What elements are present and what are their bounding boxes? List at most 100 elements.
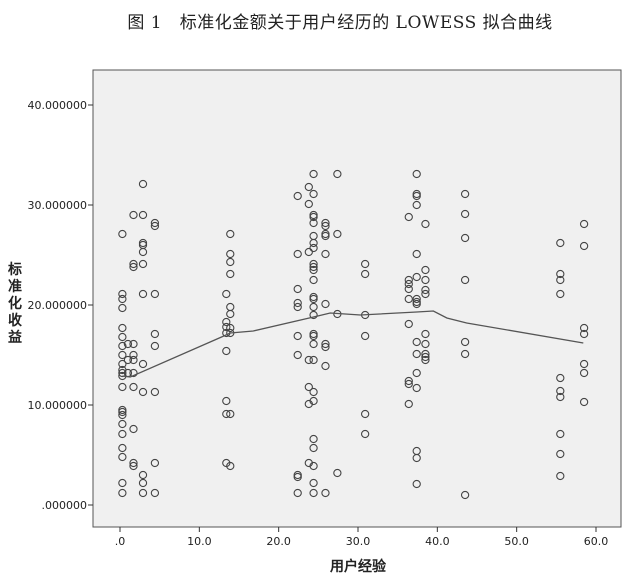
data-point — [412, 368, 421, 378]
data-point — [293, 284, 302, 294]
data-point — [138, 289, 148, 299]
data-point — [421, 285, 430, 295]
data-point — [460, 189, 470, 199]
data-point — [129, 461, 138, 471]
data-point — [460, 233, 470, 243]
data-point — [129, 259, 138, 269]
data-point — [360, 259, 370, 269]
data-point — [333, 468, 342, 478]
data-point — [321, 299, 330, 309]
data-point — [460, 337, 470, 347]
data-point — [360, 409, 370, 419]
data-point — [460, 349, 470, 359]
lowess-curve — [122, 310, 584, 378]
data-point — [421, 349, 430, 359]
data-point — [293, 249, 302, 259]
data-point — [309, 434, 318, 444]
data-point — [412, 249, 421, 259]
data-point — [556, 373, 565, 383]
data-point — [360, 429, 370, 439]
data-point — [118, 350, 127, 360]
data-point — [309, 294, 318, 304]
data-point — [309, 355, 318, 365]
data-point — [321, 361, 330, 371]
data-point — [293, 331, 302, 341]
data-point — [321, 339, 330, 349]
data-point — [579, 397, 589, 407]
data-point — [118, 229, 127, 239]
data-point — [412, 349, 421, 359]
data-point — [138, 247, 148, 257]
data-point — [309, 387, 318, 397]
data-point — [222, 409, 231, 419]
data-point — [293, 298, 302, 308]
data-point — [309, 396, 318, 406]
data-point — [118, 488, 127, 498]
data-point — [309, 302, 318, 312]
data-point — [226, 229, 235, 239]
y-tick-label: 30.000000 — [28, 199, 88, 212]
data-point — [421, 329, 430, 339]
data-point — [309, 310, 318, 320]
data-point — [150, 387, 160, 397]
data-point — [412, 337, 421, 347]
data-point — [222, 346, 231, 356]
data-point — [293, 191, 302, 201]
data-point — [226, 257, 235, 267]
data-point — [118, 289, 127, 299]
data-point — [321, 221, 330, 231]
plot-area — [92, 69, 622, 528]
data-point — [309, 238, 318, 248]
data-point — [321, 231, 330, 241]
data-point — [118, 478, 127, 488]
data-point — [309, 218, 318, 228]
data-point — [129, 262, 138, 272]
data-point — [129, 458, 138, 468]
data-point — [150, 289, 160, 299]
data-point — [421, 355, 430, 365]
data-point — [309, 169, 318, 179]
data-point — [123, 355, 133, 365]
data-point — [226, 461, 235, 471]
data-point — [138, 210, 148, 220]
data-point — [150, 218, 160, 228]
data-point — [309, 443, 318, 453]
y-axis-label: 标准化收益 — [8, 262, 22, 346]
data-point — [360, 269, 370, 279]
data-point — [118, 452, 127, 462]
data-point — [118, 303, 127, 313]
data-point — [118, 382, 127, 392]
data-point — [556, 449, 565, 459]
data-point — [404, 399, 413, 409]
data-point — [129, 210, 138, 220]
data-point — [222, 317, 231, 327]
data-point — [293, 302, 302, 312]
data-point — [226, 409, 235, 419]
data-point — [123, 339, 133, 349]
data-point — [138, 470, 148, 480]
data-point — [421, 265, 430, 275]
data-point — [150, 458, 160, 468]
data-point — [222, 322, 231, 332]
data-point — [304, 355, 313, 365]
y-tick-label: 20.000000 — [28, 299, 88, 312]
data-point — [226, 323, 235, 333]
data-point — [118, 429, 127, 439]
data-point — [404, 284, 413, 294]
data-point — [118, 443, 127, 453]
data-point — [412, 453, 421, 463]
data-point — [129, 368, 138, 378]
data-point — [222, 396, 231, 406]
data-point — [309, 275, 318, 285]
data-point — [556, 471, 565, 481]
data-point — [309, 339, 318, 349]
data-point — [309, 262, 318, 272]
data-point — [118, 410, 127, 420]
data-point — [556, 289, 565, 299]
x-tick-label: 60.0 — [584, 535, 609, 548]
data-point — [138, 488, 148, 498]
data-point — [579, 359, 589, 369]
data-point — [321, 342, 330, 352]
data-point — [556, 386, 565, 396]
data-point — [129, 424, 138, 434]
